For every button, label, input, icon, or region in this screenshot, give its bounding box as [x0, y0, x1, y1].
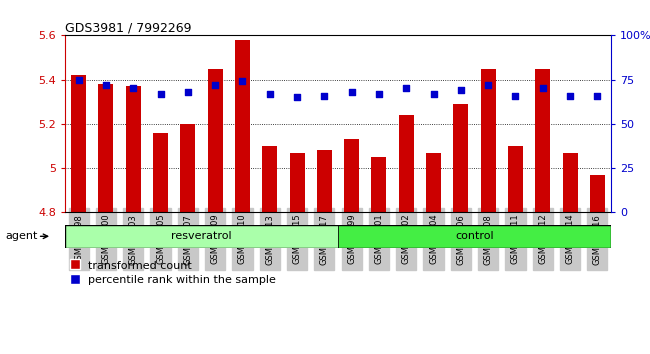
Bar: [480, 69, 496, 212]
Point: [101, 82, 111, 88]
Point: [292, 95, 302, 100]
Bar: [207, 69, 223, 212]
Point: [456, 87, 466, 93]
Point: [128, 86, 138, 91]
Point: [155, 91, 166, 97]
Bar: [235, 40, 250, 212]
Text: agent: agent: [5, 231, 38, 241]
FancyBboxPatch shape: [338, 225, 611, 248]
Bar: [371, 157, 387, 212]
Bar: [262, 146, 278, 212]
Point: [401, 86, 411, 91]
Bar: [153, 133, 168, 212]
Point: [319, 93, 330, 98]
Bar: [125, 86, 141, 212]
Text: control: control: [455, 231, 494, 241]
Point: [592, 93, 603, 98]
Point: [210, 82, 220, 88]
Bar: [398, 115, 414, 212]
Bar: [317, 150, 332, 212]
Point: [538, 86, 548, 91]
Bar: [453, 104, 469, 212]
Bar: [98, 84, 114, 212]
Point: [346, 89, 357, 95]
Point: [73, 77, 84, 82]
Bar: [289, 153, 305, 212]
Point: [483, 82, 493, 88]
Point: [510, 93, 521, 98]
Bar: [535, 69, 551, 212]
Bar: [508, 146, 523, 212]
Point: [565, 93, 575, 98]
Legend: transformed count, percentile rank within the sample: transformed count, percentile rank withi…: [71, 261, 276, 285]
Point: [237, 79, 248, 84]
Point: [183, 89, 193, 95]
Point: [428, 91, 439, 97]
Text: resveratrol: resveratrol: [171, 231, 232, 241]
Text: GDS3981 / 7992269: GDS3981 / 7992269: [65, 21, 192, 34]
Bar: [562, 153, 578, 212]
Bar: [71, 75, 86, 212]
Bar: [426, 153, 441, 212]
Point: [374, 91, 384, 97]
Bar: [344, 139, 359, 212]
Point: [265, 91, 275, 97]
Bar: [590, 175, 605, 212]
Bar: [180, 124, 196, 212]
FancyBboxPatch shape: [65, 225, 338, 248]
